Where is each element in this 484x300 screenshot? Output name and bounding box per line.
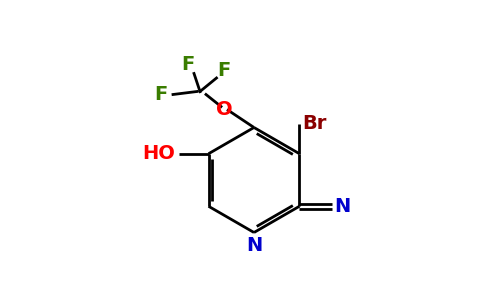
Text: Br: Br xyxy=(302,114,327,133)
Text: N: N xyxy=(246,236,262,255)
Text: F: F xyxy=(217,61,230,80)
Text: HO: HO xyxy=(143,144,176,163)
Text: N: N xyxy=(334,197,350,216)
Text: F: F xyxy=(182,55,195,74)
Text: O: O xyxy=(216,100,232,119)
Text: F: F xyxy=(154,85,167,104)
